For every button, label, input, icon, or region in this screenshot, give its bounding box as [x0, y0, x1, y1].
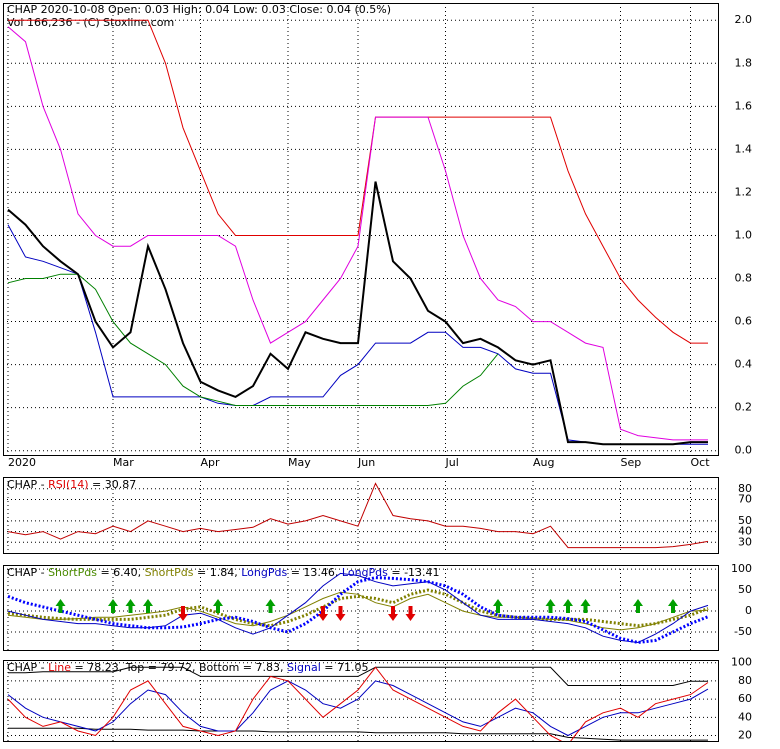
- x-tick-label: Oct: [691, 456, 711, 469]
- sell-arrow: [178, 606, 188, 622]
- buy-arrow: [213, 599, 223, 614]
- series-line: [7, 576, 709, 645]
- series-line: [8, 666, 708, 686]
- x-tick-label: Jul: [445, 456, 459, 469]
- y-tick-label: 1.0: [735, 228, 753, 241]
- y-tick-label: 0.6: [735, 315, 753, 328]
- title-segment: = 6.40,: [97, 566, 145, 579]
- buy-arrow: [668, 599, 678, 614]
- title-segment: CHAP -: [7, 661, 48, 674]
- buy-arrow: [143, 599, 153, 614]
- y-tick-label: 40: [738, 710, 752, 723]
- y-tick-label: 50: [738, 514, 752, 527]
- panel-frame: [3, 660, 719, 742]
- chart-title: CHAP 2020-10-08 Open: 0.03 High: 0.04 Lo…: [7, 3, 391, 16]
- y-tick-label: 60: [738, 692, 752, 705]
- buy-arrow: [545, 599, 556, 614]
- panel-frame: [3, 565, 719, 651]
- title-segment: = 30.87: [89, 478, 137, 491]
- buy-arrow: [563, 599, 573, 614]
- x-tick-label: Mar: [113, 456, 134, 469]
- buy-arrow: [55, 599, 66, 614]
- series-line: [7, 680, 709, 737]
- title-segment: ShortPds: [48, 566, 97, 579]
- chart-subtitle: Vol 166,236 - (C) Stoxline.com: [7, 16, 174, 29]
- title-segment: LongPds: [342, 566, 388, 579]
- series-line: [7, 572, 709, 644]
- y-tick-label: 20: [738, 729, 752, 742]
- x-tick-label: Jun: [357, 456, 375, 469]
- y-tick-label: 0.0: [735, 444, 753, 457]
- title-segment: Signal: [287, 661, 321, 674]
- sell-arrow: [388, 606, 398, 622]
- buy-arrow: [633, 599, 643, 614]
- sell-arrow: [318, 606, 328, 622]
- panel-title: CHAP - ShortPds = 6.40, ShortPds = 1.84,…: [7, 566, 440, 579]
- x-tick-label: Sep: [621, 456, 642, 469]
- title-segment: ShortPds: [145, 566, 194, 579]
- series-line: [7, 588, 709, 628]
- title-segment: = 13.46,: [287, 566, 342, 579]
- y-tick-label: 0.8: [735, 272, 753, 285]
- title-segment: CHAP -: [7, 566, 48, 579]
- y-tick-label: 80: [738, 482, 752, 495]
- buy-arrow: [108, 599, 118, 614]
- buy-arrow: [265, 599, 276, 614]
- series-line: [7, 26, 708, 441]
- x-tick-label: Aug: [533, 456, 554, 469]
- title-segment: CHAP -: [7, 478, 48, 491]
- x-tick-label: May: [288, 456, 311, 469]
- title-segment: LongPds: [241, 566, 287, 579]
- y-tick-label: 70: [738, 492, 752, 505]
- y-tick-label: 1.2: [735, 185, 753, 198]
- title-segment: = 71.05: [321, 661, 369, 674]
- y-tick-label: 1.4: [735, 142, 753, 155]
- title-segment: = -13.41: [388, 566, 440, 579]
- sell-arrow: [335, 606, 346, 622]
- y-tick-label: 100: [731, 562, 752, 575]
- title-segment: = 1.84,: [194, 566, 242, 579]
- y-tick-label: -50: [734, 625, 752, 638]
- y-tick-label: 1.8: [735, 56, 753, 69]
- y-tick-label: 0: [745, 604, 752, 617]
- y-tick-label: 1.6: [735, 99, 753, 112]
- series-line: [8, 727, 708, 741]
- series-line: [7, 273, 499, 406]
- buy-arrow: [125, 599, 136, 614]
- series-line: [7, 666, 709, 741]
- x-tick-label: 2020: [8, 456, 36, 469]
- y-tick-label: 0.2: [735, 401, 753, 414]
- panel-title: CHAP - RSI(14) = 30.87: [7, 478, 136, 491]
- y-tick-label: 100: [731, 656, 752, 669]
- sell-arrow: [405, 606, 416, 622]
- y-tick-label: 0.4: [735, 358, 753, 371]
- series-line: [8, 19, 708, 344]
- y-tick-label: 2.0: [735, 13, 753, 26]
- panel-frame: [3, 3, 719, 456]
- y-tick-label: 40: [738, 525, 752, 538]
- title-segment: RSI(14): [48, 478, 88, 491]
- buy-arrow: [580, 599, 591, 614]
- panel-frame: [3, 477, 719, 554]
- x-tick-label: Apr: [201, 456, 221, 469]
- series-line: [7, 181, 708, 446]
- buy-arrow: [493, 599, 503, 614]
- y-tick-label: 80: [738, 674, 752, 687]
- title-segment: Line: [48, 661, 71, 674]
- y-tick-label: 30: [738, 535, 752, 548]
- series-line: [7, 482, 709, 549]
- y-tick-label: 50: [738, 583, 752, 596]
